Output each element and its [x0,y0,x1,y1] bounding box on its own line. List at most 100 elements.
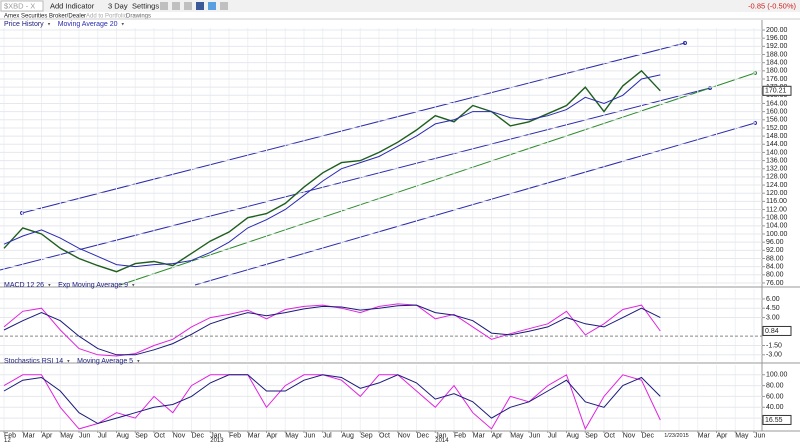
x-tick-label: May [60,432,74,439]
y-tick-label: 92.00 [766,247,784,254]
x-tick-label: Jun [754,432,765,439]
y-tick-label: 192.00 [766,43,788,50]
legend-arrow: ▾ [122,21,125,27]
y-tick-label: 128.00 [766,174,788,181]
icon[interactable] [184,2,192,10]
last-value-label: 16.55 [765,417,783,424]
x-tick-label: Dec [642,432,655,439]
y-tick-label: 132.00 [766,166,788,173]
y-tick-label: 116.00 [766,198,787,205]
x-tick-label: Jul [323,432,332,439]
y-tick-label: 100.00 [766,231,788,238]
handle[interactable] [683,41,687,45]
drawings[interactable]: Drawings [126,14,151,20]
x-tick-label: Aug [342,432,355,439]
icon[interactable] [160,2,168,10]
trend-line [0,87,711,271]
y-tick-label: 96.00 [766,239,784,246]
last-date-label: 1/23/2015 [664,433,688,439]
x-tick-label: Nov [623,432,636,439]
price-change: -0.85 (-0.50%) [748,1,796,10]
y-tick-label: 60.00 [766,393,784,400]
add-to-portfolio[interactable]: Add to Portfolio [86,14,128,20]
handle[interactable] [20,211,24,215]
legend-arrow: ▾ [48,282,51,288]
x-tick-label: Sep [360,432,373,439]
trend-channel [0,41,757,286]
x-tick-label: Nov [398,432,411,439]
x-tick-label: Dec [417,432,430,439]
add-indicator[interactable]: Add Indicator [50,1,95,10]
symbol-input[interactable] [0,0,44,12]
x-tick-label: Oct [604,432,615,439]
y-tick-label: 140.00 [766,149,788,156]
x-tick-label: May [510,432,524,439]
series-line [3,374,661,431]
x-tick-label: Feb [229,432,241,439]
x-tick-label: Jun [79,432,90,439]
legend-entry: Stochastics RSI 14 [4,358,63,365]
settings[interactable]: Settings [132,1,159,10]
trend-line [119,72,756,286]
x-tick-label: Sep [135,432,148,439]
handle[interactable] [708,86,712,90]
last-value-box [762,325,792,336]
y-tick-label: 104.00 [766,223,788,230]
y-tick-label: 144.00 [766,141,788,148]
legend-entry: Exp Moving Average 9 [58,282,128,289]
y-tick-label: 200.00 [766,27,788,34]
symbol[interactable]: $XBD - X [4,1,35,10]
icon[interactable] [208,2,216,10]
x-tick-label: Jun [529,432,540,439]
x-tick-label: Jan [435,432,446,439]
x-tick-label: Nov [173,432,186,439]
y-tick-label: 76.00 [766,280,784,287]
x-tick-label: Apr [717,432,729,439]
y-tick-label: 136.00 [766,157,788,164]
y-tick-label: -3.00 [766,352,782,359]
legend-arrow: ▾ [48,21,51,27]
x-tick-label: Jul [548,432,557,439]
icon[interactable] [220,2,228,10]
legend-entry: Moving Average 5 [77,358,133,365]
x-year-label: 2013 [210,438,224,442]
series-line [3,304,661,356]
y-tick-label: 3.00 [766,314,780,321]
y-tick-label: 108.00 [766,215,788,222]
y-tick-label: 160.00 [766,108,788,115]
x-tick-label: May [285,432,299,439]
last-value-box [762,414,792,425]
x-tick-label: Mar [473,432,486,439]
series-line [3,74,661,268]
y-tick-label: 80.00 [766,272,784,279]
x-tick-label: Dec [192,432,205,439]
y-tick-label: 100.00 [766,372,788,379]
y-tick-label: 112.00 [766,206,787,213]
x-year-label: 12 [4,438,11,442]
y-tick-label: 164.00 [766,100,788,107]
x-tick-label: Feb [4,432,16,439]
icon[interactable] [172,2,180,10]
y-tick-label: 184.00 [766,60,788,67]
legend-entry: Moving Average 20 [58,21,118,28]
y-tick-label: 196.00 [766,35,788,42]
description: Amex Securities Broker/Dealer [4,14,86,20]
period[interactable]: 3 Day [108,1,128,10]
y-tick-label: 148.00 [766,133,788,140]
y-tick-label: 120.00 [766,190,788,197]
x-tick-label: Apr [492,432,504,439]
x-tick-label: Oct [379,432,390,439]
x-tick-label: Aug [567,432,580,439]
last-value-label: 170.21 [765,88,787,95]
y-tick-label: 156.00 [766,117,788,124]
icon[interactable] [196,2,204,10]
y-tick-label: 4.50 [766,305,780,312]
y-tick-label: 152.00 [766,125,788,132]
y-tick-label: 40.00 [766,404,784,411]
x-tick-label: Oct [154,432,165,439]
legend-entry: Price History [4,21,44,28]
x-tick-label: Mar [23,432,36,439]
y-tick-label: 124.00 [766,182,788,189]
x-tick-label: Apr [267,432,279,439]
